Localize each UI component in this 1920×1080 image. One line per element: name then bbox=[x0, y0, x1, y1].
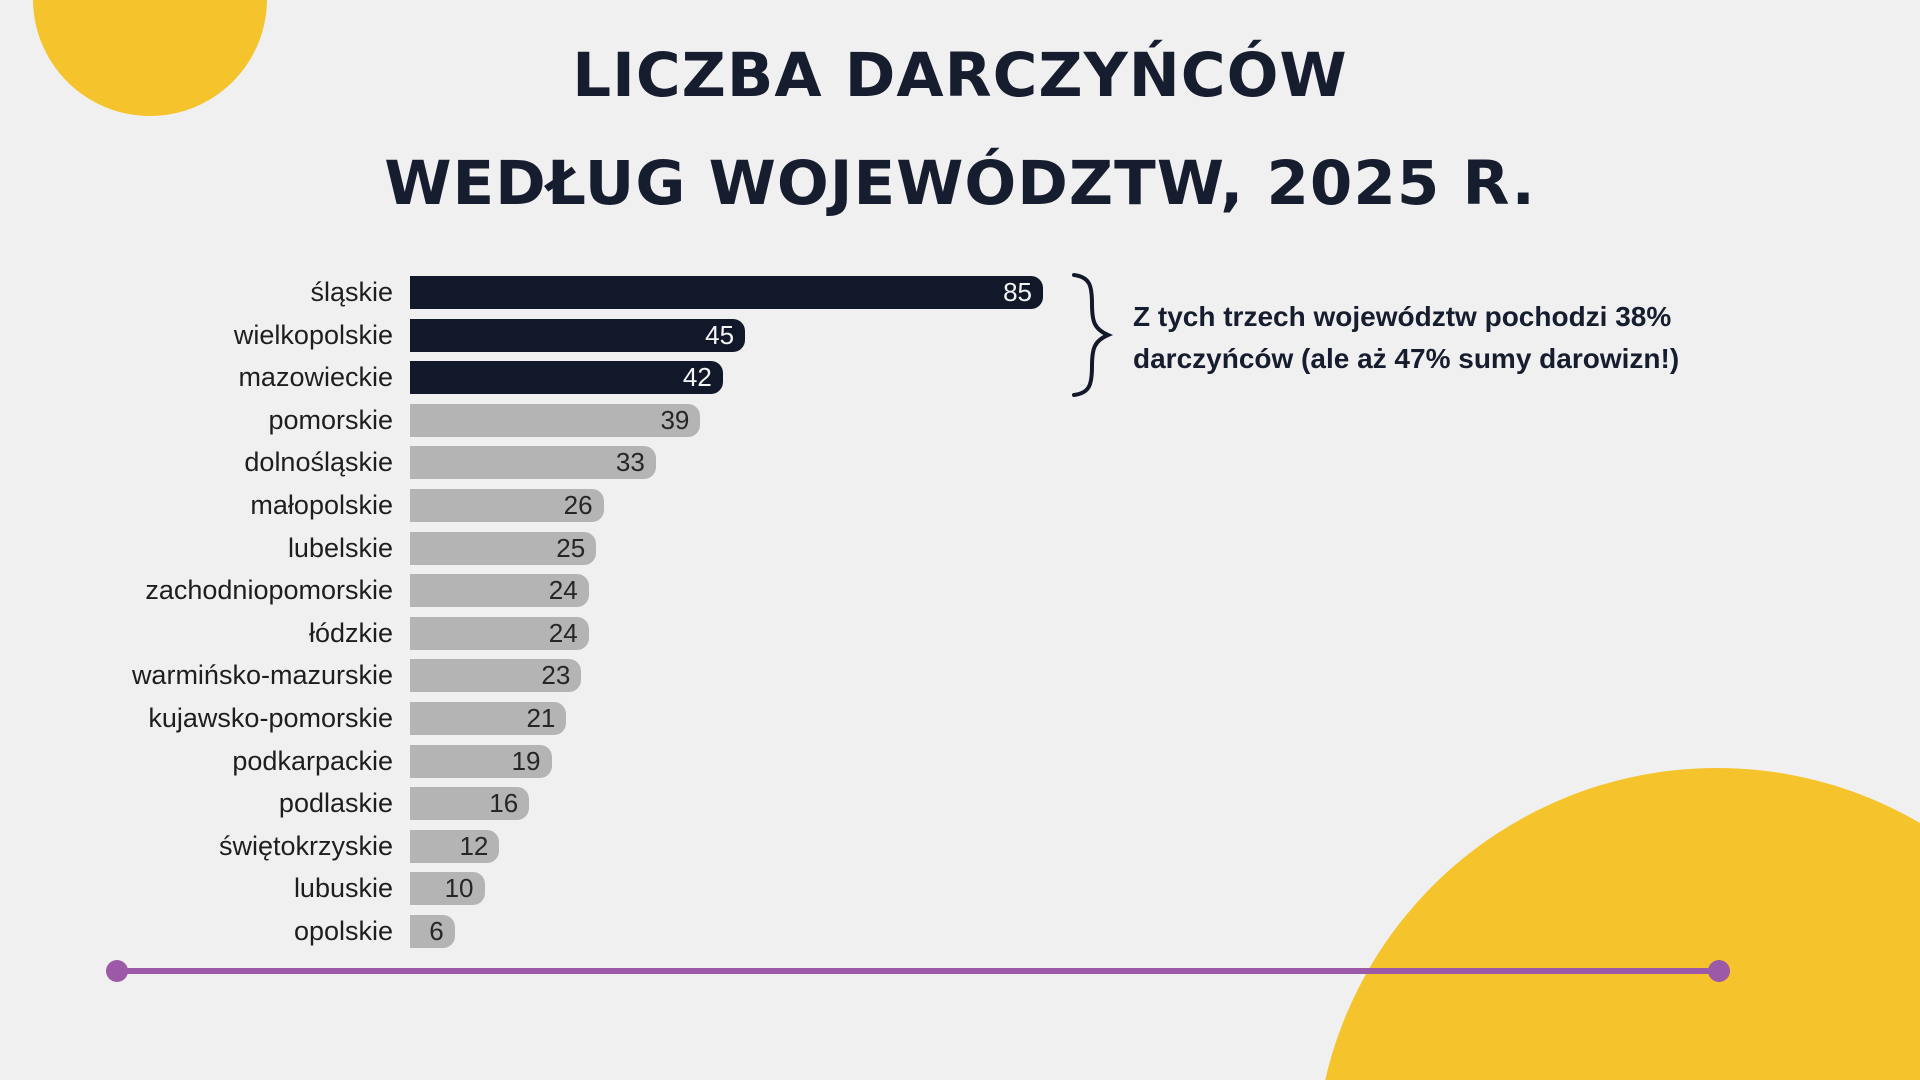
bar-label: małopolskie bbox=[250, 489, 393, 520]
bar-row: warmińsko-mazurskie 23 bbox=[0, 659, 1043, 693]
bar-value: 24 bbox=[548, 617, 578, 648]
bar-value: 23 bbox=[541, 660, 571, 691]
bar: 10 bbox=[410, 872, 485, 906]
bar: 6 bbox=[410, 914, 455, 948]
divider-dot-right bbox=[1708, 960, 1730, 982]
bar-row: dolnośląskie 33 bbox=[0, 446, 1043, 480]
bar-value: 24 bbox=[548, 575, 578, 606]
bar: 45 bbox=[410, 318, 746, 352]
page-title-line-1: LICZBA DARCZYŃCÓW bbox=[572, 40, 1348, 111]
divider-line bbox=[115, 968, 1719, 974]
bar: 85 bbox=[410, 276, 1043, 309]
divider-dot-left bbox=[106, 960, 128, 982]
bar: 42 bbox=[410, 361, 723, 395]
bar-value: 10 bbox=[444, 873, 474, 904]
annotation-line-2: darczyńców (ale aż 47% sumy darowizn!) bbox=[1133, 343, 1680, 374]
bar-value: 21 bbox=[526, 702, 556, 733]
bar-label: opolskie bbox=[293, 915, 393, 946]
bar: 12 bbox=[410, 829, 500, 863]
bar: 25 bbox=[410, 531, 597, 565]
bar: 19 bbox=[410, 744, 552, 778]
bar-value: 45 bbox=[705, 319, 735, 350]
annotation-text: Z tych trzech województw pochodzi 38% da… bbox=[1133, 296, 1813, 380]
bar-label: zachodniopomorskie bbox=[145, 575, 393, 606]
bar-label: wielkopolskie bbox=[233, 319, 393, 350]
bar-row: pomorskie 39 bbox=[0, 403, 1043, 437]
bar-label: podkarpackie bbox=[232, 745, 393, 776]
bar: 23 bbox=[410, 659, 582, 693]
bar: 26 bbox=[410, 488, 604, 522]
bar-label: świętokrzyskie bbox=[218, 830, 393, 861]
bar-row: kujawsko-pomorskie 21 bbox=[0, 701, 1043, 735]
bar-label: pomorskie bbox=[268, 404, 393, 435]
decorative-circle-bottom-right bbox=[1315, 768, 1920, 1080]
bar: 24 bbox=[410, 574, 589, 608]
bar-label: warmińsko-mazurskie bbox=[131, 660, 393, 691]
bar-chart: śląskie 85 wielkopolskie 45 mazowieckie … bbox=[0, 276, 1043, 958]
bar-label: łódzkie bbox=[308, 617, 393, 648]
bar-label: dolnośląskie bbox=[244, 447, 393, 478]
bar-value: 12 bbox=[459, 830, 489, 861]
bar-value: 33 bbox=[615, 447, 645, 478]
page-title-line-2: WEDŁUG WOJEWÓDZTW, 2025 R. bbox=[384, 148, 1536, 219]
bar: 33 bbox=[410, 446, 656, 480]
bar-label: lubelskie bbox=[287, 532, 393, 563]
bar-row: lubelskie 25 bbox=[0, 531, 1043, 565]
bar: 24 bbox=[410, 616, 589, 650]
bar-label: śląskie bbox=[310, 277, 393, 307]
bar: 16 bbox=[410, 787, 530, 821]
bar-value: 19 bbox=[511, 745, 541, 776]
bar-value: 85 bbox=[1003, 277, 1032, 307]
bar-row: świętokrzyskie 12 bbox=[0, 829, 1043, 863]
bar-row: wielkopolskie 45 bbox=[0, 318, 1043, 352]
bar-value: 39 bbox=[660, 404, 690, 435]
bar-row: podlaskie 16 bbox=[0, 787, 1043, 821]
page-title: LICZBA DARCZYŃCÓW WEDŁUG WOJEWÓDZTW, 202… bbox=[0, 22, 1920, 238]
bar-row: łódzkie 24 bbox=[0, 616, 1043, 650]
bar-value: 25 bbox=[556, 532, 586, 563]
bar-label: kujawsko-pomorskie bbox=[148, 702, 393, 733]
bar-value: 16 bbox=[489, 788, 519, 819]
bar-value: 42 bbox=[682, 362, 712, 393]
annotation-line-1: Z tych trzech województw pochodzi 38% bbox=[1133, 301, 1672, 332]
bar-row: podkarpackie 19 bbox=[0, 744, 1043, 778]
bar-value: 6 bbox=[429, 915, 444, 946]
bar-row: zachodniopomorskie 24 bbox=[0, 574, 1043, 608]
bar-row: opolskie 6 bbox=[0, 914, 1043, 948]
bar: 21 bbox=[410, 701, 567, 735]
bar-label: mazowieckie bbox=[238, 362, 393, 393]
bar-row: śląskie 85 bbox=[0, 276, 1043, 309]
bar-row: małopolskie 26 bbox=[0, 488, 1043, 522]
curly-brace-icon bbox=[1072, 273, 1114, 397]
bar-value: 26 bbox=[563, 489, 593, 520]
bar-label: lubuskie bbox=[293, 873, 393, 904]
bar-row: mazowieckie 42 bbox=[0, 361, 1043, 395]
bar-row: lubuskie 10 bbox=[0, 872, 1043, 906]
bar-label: podlaskie bbox=[278, 788, 393, 819]
bar: 39 bbox=[410, 403, 701, 437]
